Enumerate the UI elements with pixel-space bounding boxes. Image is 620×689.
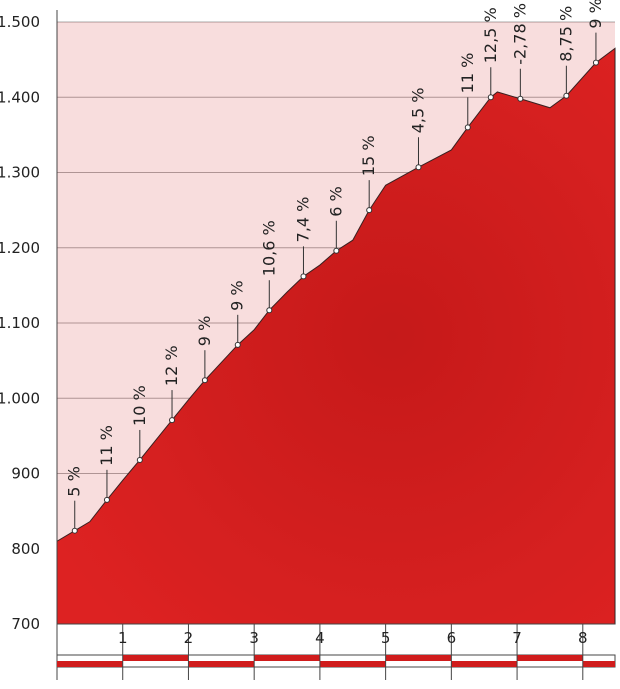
annotation-point [103,496,110,503]
y-tick-label: 800 [11,540,40,558]
annotation-point [266,307,273,314]
gradient-label: 9 % [586,0,605,29]
x-tick-label: 1 [118,629,128,647]
x-tick-label: 3 [249,629,259,647]
x-tick-label: 2 [184,629,194,647]
x-tick-label: 5 [381,629,391,647]
y-tick-label: 1.200 [0,239,40,257]
annotation-point [592,59,599,66]
x-tick-label: 8 [578,629,588,647]
gradient-label: 9 % [195,316,214,346]
annotation-point [333,247,340,254]
stripe [582,661,615,667]
gradient-label: 12,5 % [481,7,500,63]
gradient-label: -2,78 % [510,3,529,65]
x-tick-label: 6 [447,629,457,647]
gradient-label: 5 % [65,466,84,496]
annotation-point [487,94,494,101]
gradient-label: 4,5 % [408,87,427,133]
gradient-label: 10,6 % [259,220,278,276]
gradient-label: 11 % [458,53,477,94]
stripe [122,655,189,661]
gradient-label: 10 % [130,385,149,426]
x-tick-label: 7 [512,629,522,647]
annotation-point [366,207,373,214]
annotation-point [517,95,524,102]
gradient-label: 15 % [359,135,378,176]
y-tick-label: 1.100 [0,314,40,332]
x-tick-label: 4 [315,629,325,647]
annotation-point [300,273,307,280]
annotation-point [415,164,422,171]
profile-area [56,47,616,625]
stripe [451,661,518,667]
annotation-point [464,124,471,131]
stripe [188,661,255,667]
y-tick-label: 900 [11,465,40,483]
y-tick-label: 1.500 [0,13,40,31]
gradient-label: 7,4 % [293,197,312,243]
gradient-label: 11 % [97,425,116,466]
y-tick-label: 1.300 [0,164,40,182]
gradient-label: 12 % [162,345,181,386]
annotation-point [201,377,208,384]
annotation-point [136,456,143,463]
y-tick-label: 1.400 [0,88,40,106]
y-tick-label: 700 [11,615,40,633]
gradient-label: 9 % [228,280,247,310]
stripe [517,655,583,661]
annotation-point [169,417,176,424]
annotation-point [234,341,241,348]
annotation-point [71,527,78,534]
stripe [319,661,386,667]
gradient-label: 6 % [326,186,345,216]
stripe [57,661,123,667]
gradient-label: 8,75 % [556,6,575,62]
stripe [385,655,452,661]
annotation-point [563,92,570,99]
stripe [254,655,320,661]
y-tick-label: 1.000 [0,389,40,407]
